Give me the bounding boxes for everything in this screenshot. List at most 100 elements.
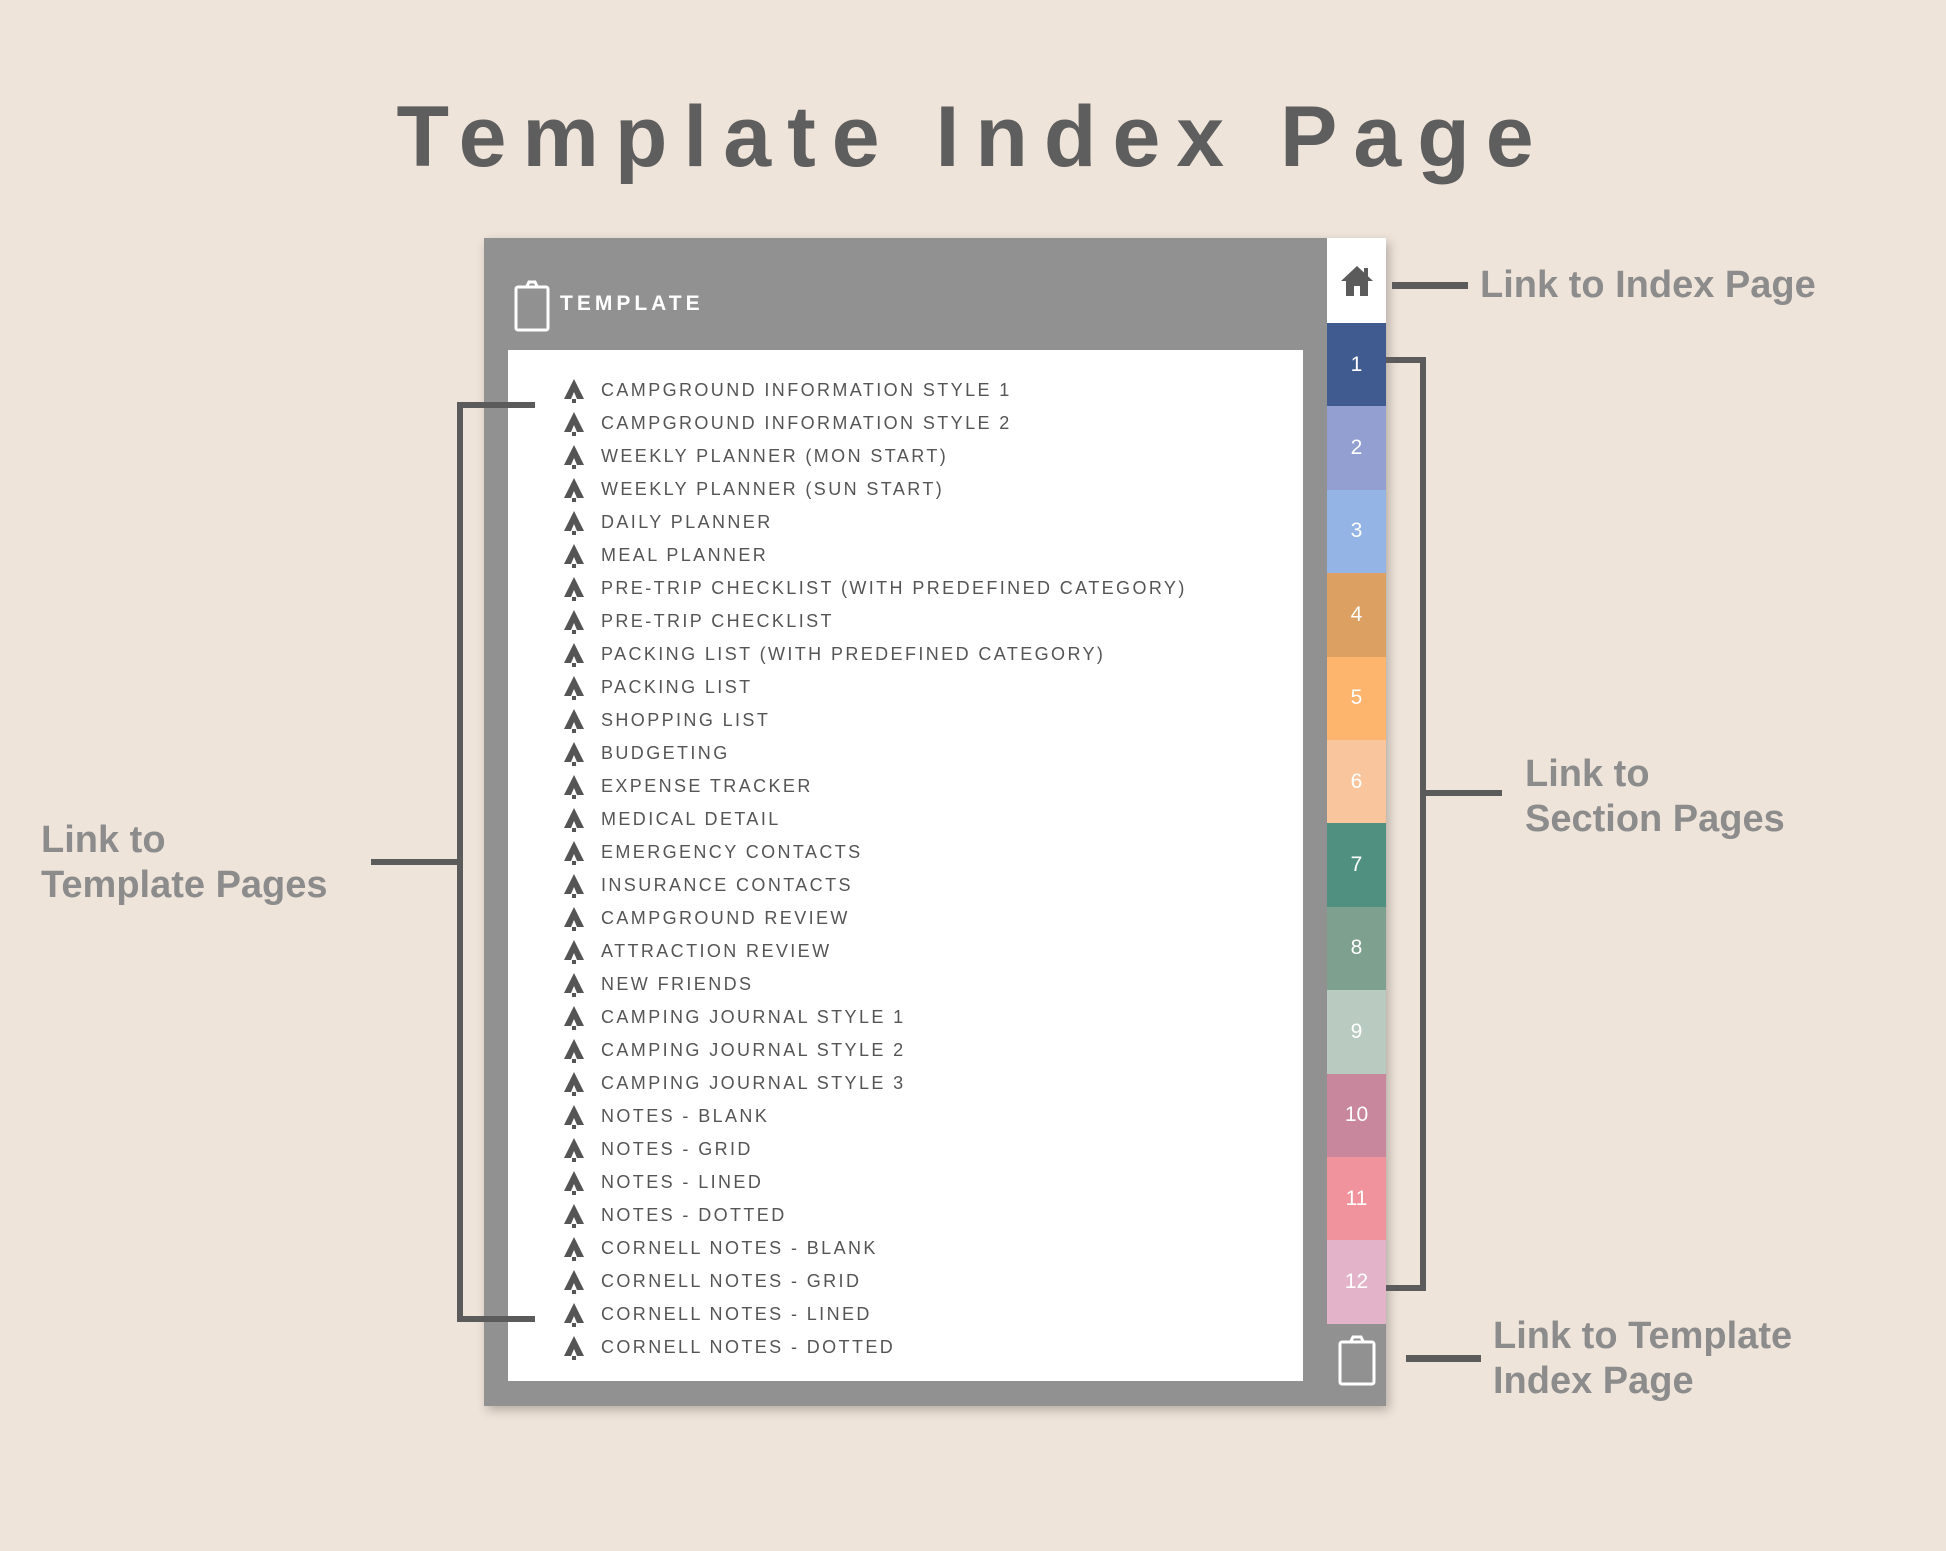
template-link-item[interactable]: CORNELL NOTES - DOTTED (562, 1331, 1187, 1364)
pine-tree-icon (564, 906, 584, 931)
pointer-template-index (1406, 1355, 1481, 1362)
template-link-item[interactable]: DAILY PLANNER (562, 506, 1187, 539)
pine-tree-icon (564, 477, 584, 502)
label-line-2: Template Pages (41, 864, 328, 906)
section-tab-6[interactable]: 6 (1327, 739, 1386, 824)
template-link-label: NEW FRIENDS (601, 974, 754, 994)
template-link-item[interactable]: PRE-TRIP CHECKLIST (562, 605, 1187, 638)
template-link-label: CORNELL NOTES - GRID (601, 1271, 862, 1291)
pine-tree-icon (564, 444, 584, 469)
pine-tree-icon (564, 609, 584, 634)
template-link-label: NOTES - DOTTED (601, 1205, 787, 1225)
template-link-item[interactable]: BUDGETING (562, 737, 1187, 770)
template-link-label: INSURANCE CONTACTS (601, 875, 853, 895)
section-tab-10[interactable]: 10 (1327, 1073, 1386, 1157)
template-link-label: ATTRACTION REVIEW (601, 941, 832, 961)
template-link-item[interactable]: CAMPGROUND INFORMATION STYLE 1 (562, 374, 1187, 407)
pine-tree-icon (564, 972, 584, 997)
bracket-bottom (1386, 1285, 1426, 1291)
template-link-item[interactable]: WEEKLY PLANNER (SUN START) (562, 473, 1187, 506)
bracket-bottom (457, 1316, 535, 1322)
section-tab-1[interactable]: 1 (1327, 323, 1386, 407)
pine-tree-icon (564, 1038, 584, 1063)
pine-tree-icon (564, 675, 584, 700)
template-link-label: PACKING LIST (WITH PREDEFINED CATEGORY) (601, 644, 1106, 664)
template-link-item[interactable]: NEW FRIENDS (562, 968, 1187, 1001)
template-link-item[interactable]: PACKING LIST (WITH PREDEFINED CATEGORY) (562, 638, 1187, 671)
template-list-panel: CAMPGROUND INFORMATION STYLE 1 CAMPGROUND… (508, 350, 1303, 1381)
pine-tree-icon (564, 642, 584, 667)
home-tab[interactable] (1327, 238, 1386, 323)
template-link-label: CAMPGROUND INFORMATION STYLE 1 (601, 380, 1012, 400)
template-link-label: PRE-TRIP CHECKLIST (WITH PREDEFINED CATE… (601, 578, 1187, 598)
label-template-pages: Link to Template Pages (41, 818, 328, 908)
template-link-item[interactable]: CAMPING JOURNAL STYLE 3 (562, 1067, 1187, 1100)
template-link-item[interactable]: PACKING LIST (562, 671, 1187, 704)
section-tab-5[interactable]: 5 (1327, 656, 1386, 740)
pine-tree-icon (564, 873, 584, 898)
template-link-item[interactable]: INSURANCE CONTACTS (562, 869, 1187, 902)
template-link-label: EMERGENCY CONTACTS (601, 842, 863, 862)
template-link-label: PRE-TRIP CHECKLIST (601, 611, 834, 631)
pine-tree-icon (564, 1335, 584, 1360)
pine-tree-icon (564, 939, 584, 964)
template-link-label: EXPENSE TRACKER (601, 776, 813, 796)
template-link-item[interactable]: NOTES - BLANK (562, 1100, 1187, 1133)
template-link-label: DAILY PLANNER (601, 512, 773, 532)
label-line-1: Link to Template (1493, 1315, 1793, 1357)
template-link-item[interactable]: CAMPING JOURNAL STYLE 1 (562, 1001, 1187, 1034)
template-link-item[interactable]: NOTES - DOTTED (562, 1199, 1187, 1232)
label-template-index: Link to Template Index Page (1493, 1314, 1792, 1404)
pine-tree-icon (564, 1137, 584, 1162)
template-link-item[interactable]: EXPENSE TRACKER (562, 770, 1187, 803)
template-link-label: WEEKLY PLANNER (MON START) (601, 446, 949, 466)
section-tab-8[interactable]: 8 (1327, 906, 1386, 991)
template-link-item[interactable]: WEEKLY PLANNER (MON START) (562, 440, 1187, 473)
template-link-label: CAMPING JOURNAL STYLE 2 (601, 1040, 906, 1060)
pine-tree-icon (564, 774, 584, 799)
section-tab-2[interactable]: 2 (1327, 406, 1386, 490)
template-link-label: SHOPPING LIST (601, 710, 771, 730)
pine-tree-icon (564, 1236, 584, 1261)
label-section-pages: Link to Section Pages (1525, 752, 1785, 842)
pine-tree-icon (564, 1170, 584, 1195)
section-tab-12[interactable]: 12 (1327, 1240, 1386, 1324)
template-link-item[interactable]: CORNELL NOTES - BLANK (562, 1232, 1187, 1265)
pine-tree-icon (564, 807, 584, 832)
clipboard-icon[interactable] (1337, 1334, 1377, 1386)
template-link-item[interactable]: EMERGENCY CONTACTS (562, 836, 1187, 869)
section-tab-4[interactable]: 4 (1327, 573, 1386, 657)
label-index-page: Link to Index Page (1480, 264, 1816, 306)
pine-tree-icon (564, 1269, 584, 1294)
section-tab-11[interactable]: 11 (1327, 1156, 1386, 1241)
bracket-top (457, 402, 535, 408)
template-link-item[interactable]: MEDICAL DETAIL (562, 803, 1187, 836)
label-line-2: Section Pages (1525, 798, 1785, 840)
bracket-stub (1420, 790, 1502, 796)
template-link-label: CORNELL NOTES - BLANK (601, 1238, 878, 1258)
pine-tree-icon (564, 1005, 584, 1030)
template-link-item[interactable]: CORNELL NOTES - GRID (562, 1265, 1187, 1298)
template-link-label: CORNELL NOTES - LINED (601, 1304, 872, 1324)
header-label: TEMPLATE (560, 292, 704, 315)
template-link-item[interactable]: ATTRACTION REVIEW (562, 935, 1187, 968)
label-line-1: Link to (1525, 753, 1650, 795)
template-link-item[interactable]: CAMPGROUND REVIEW (562, 902, 1187, 935)
template-link-item[interactable]: NOTES - LINED (562, 1166, 1187, 1199)
section-tab-7[interactable]: 7 (1327, 823, 1386, 907)
template-link-item[interactable]: MEAL PLANNER (562, 539, 1187, 572)
template-link-label: MEDICAL DETAIL (601, 809, 781, 829)
template-link-item[interactable]: PRE-TRIP CHECKLIST (WITH PREDEFINED CATE… (562, 572, 1187, 605)
label-line-1: Link to (41, 819, 166, 861)
section-tab-3[interactable]: 3 (1327, 489, 1386, 574)
home-icon (1340, 265, 1373, 296)
template-link-item[interactable]: CAMPGROUND INFORMATION STYLE 2 (562, 407, 1187, 440)
template-link-item[interactable]: CAMPING JOURNAL STYLE 2 (562, 1034, 1187, 1067)
template-link-label: CAMPING JOURNAL STYLE 3 (601, 1073, 906, 1093)
template-link-item[interactable]: CORNELL NOTES - LINED (562, 1298, 1187, 1331)
template-link-label: NOTES - GRID (601, 1139, 753, 1159)
template-link-item[interactable]: SHOPPING LIST (562, 704, 1187, 737)
template-link-item[interactable]: NOTES - GRID (562, 1133, 1187, 1166)
section-tab-9[interactable]: 9 (1327, 990, 1386, 1074)
